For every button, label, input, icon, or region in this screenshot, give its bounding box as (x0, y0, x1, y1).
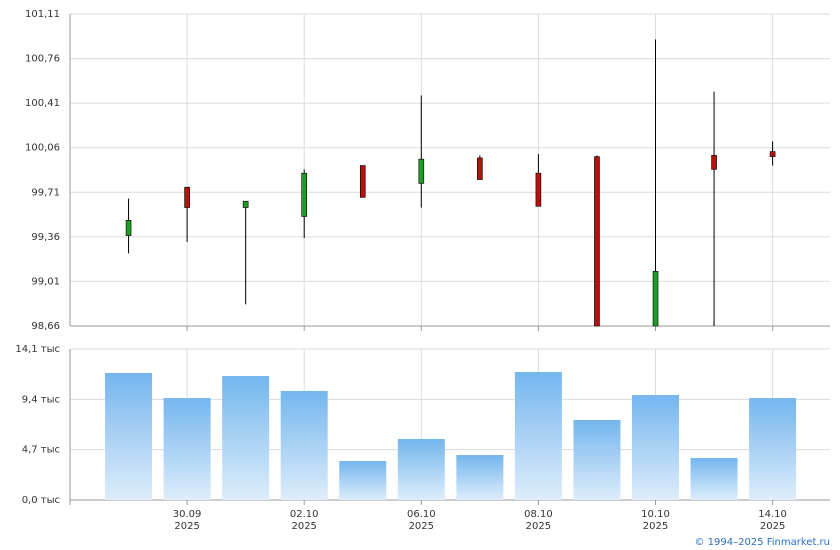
x-tick-year: 2025 (526, 521, 551, 532)
volume-bar (514, 372, 562, 500)
y-tick-label: 98,66 (31, 321, 60, 332)
volume-bar (456, 455, 504, 500)
candle-body (535, 172, 542, 207)
y-tick-label: 14,1 тыс (15, 344, 60, 355)
y-tick-label: 99,36 (31, 232, 60, 243)
volume-bar (573, 420, 621, 500)
x-tick-year: 2025 (409, 521, 434, 532)
x-tick-label: 10.10 (641, 509, 670, 520)
y-tick-label: 9,4 тыс (22, 394, 60, 405)
volume-bar (339, 461, 387, 500)
y-tick-label: 99,71 (31, 187, 60, 198)
candle-body (359, 165, 366, 198)
x-tick-label: 06.10 (407, 509, 436, 520)
x-tick-label: 02.10 (290, 509, 319, 520)
x-tick-year: 2025 (291, 521, 316, 532)
candle-body (769, 151, 776, 157)
volume-bar (690, 458, 738, 500)
candle-body (418, 158, 425, 184)
candle-body (594, 156, 600, 327)
y-tick-label: 100,76 (25, 54, 60, 65)
volume-bar (105, 372, 153, 500)
candle-body (477, 157, 483, 180)
volume-bar (280, 390, 328, 500)
x-tick-year: 2025 (174, 521, 199, 532)
y-tick-label: 0,0 тыс (22, 495, 60, 506)
x-tick-label: 30.09 (173, 509, 202, 520)
y-tick-label: 101,11 (25, 9, 60, 20)
volume-bar (632, 395, 680, 500)
x-tick-year: 2025 (643, 521, 668, 532)
x-tick-label: 14.10 (758, 509, 787, 520)
candle-body (711, 155, 717, 170)
volume-bar (397, 438, 445, 500)
y-tick-label: 99,01 (31, 276, 60, 287)
candle-body (125, 220, 132, 236)
y-tick-label: 4,7 тыс (22, 445, 60, 456)
x-tick-label: 08.10 (524, 509, 553, 520)
volume-bar (222, 375, 270, 500)
footer-link[interactable]: © 1994–2025 Finmarket.ru (694, 537, 830, 548)
candle-body (184, 186, 190, 208)
y-tick-label: 100,06 (25, 143, 60, 154)
volume-bar (163, 398, 211, 500)
y-tick-label: 100,41 (25, 98, 60, 109)
candle-body (301, 172, 308, 217)
x-tick-year: 2025 (760, 521, 785, 532)
candle-body (652, 270, 659, 327)
volume-bar (749, 398, 797, 500)
candle-body (242, 200, 249, 208)
